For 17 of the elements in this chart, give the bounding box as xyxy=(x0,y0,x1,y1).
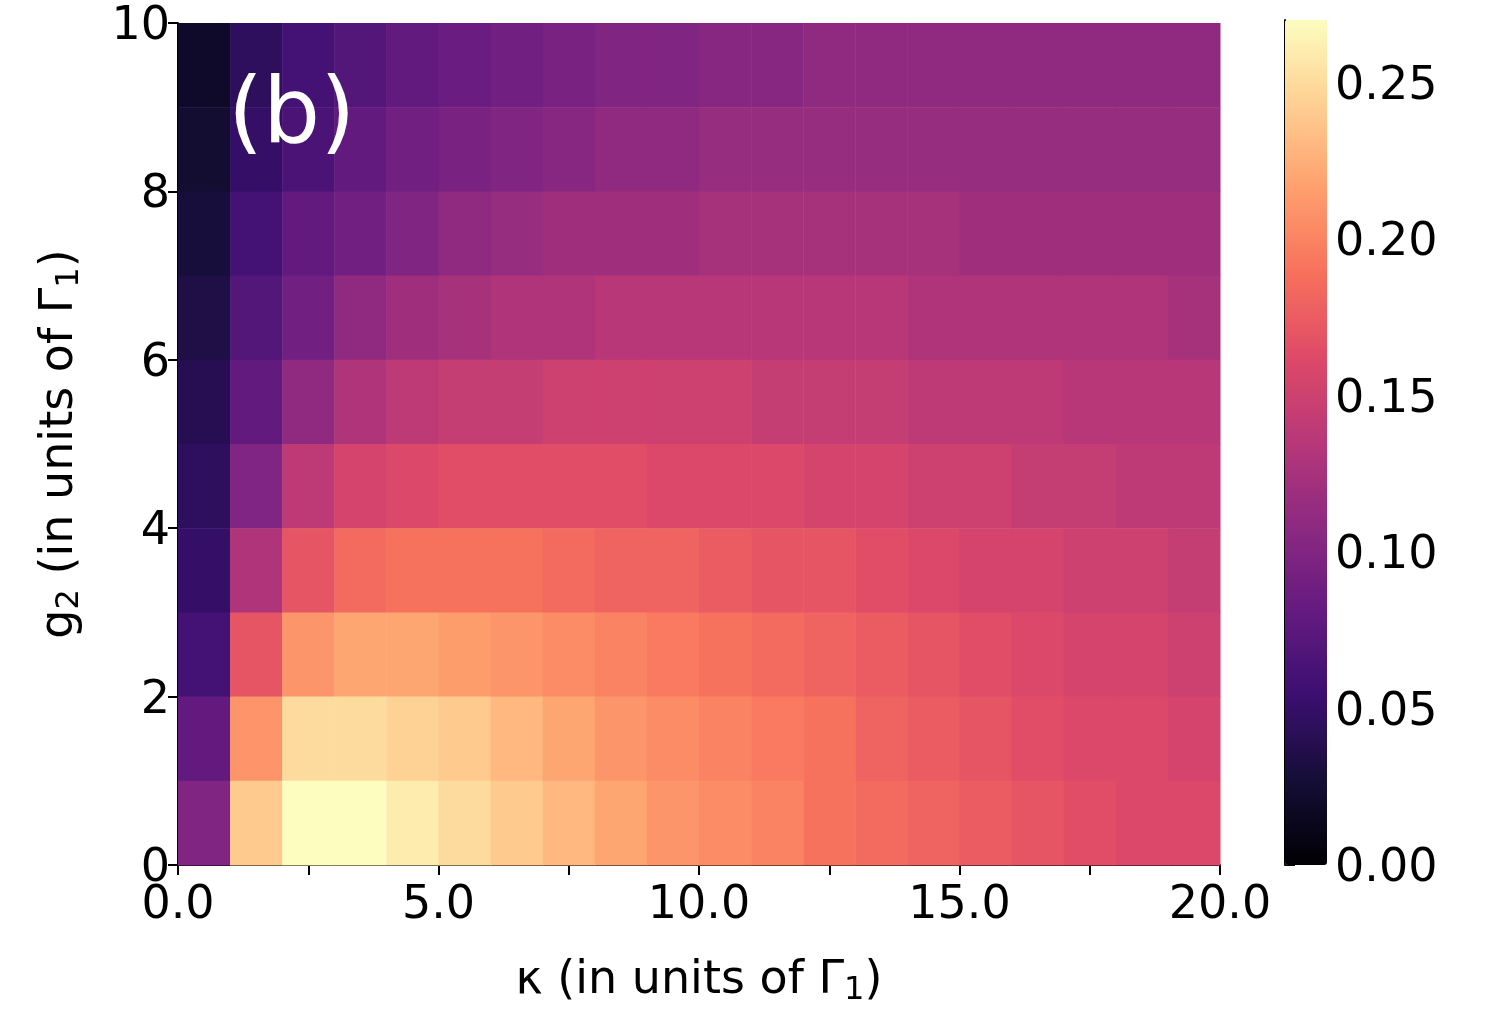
color-bar-label: 0.25 xyxy=(1335,55,1438,110)
x-tick-label: 20.0 xyxy=(1168,875,1272,929)
color-bar-label: 0.00 xyxy=(1335,838,1438,892)
y-tick-label: 10 xyxy=(111,0,170,50)
y-tick-label: 4 xyxy=(140,501,170,556)
y-tick-label: 6 xyxy=(140,332,170,387)
color-bar-label: 0.05 xyxy=(1335,681,1438,736)
color-bar-label: 0.15 xyxy=(1335,368,1438,423)
y-tick-label: 8 xyxy=(140,164,170,219)
x-tick-label: 15.0 xyxy=(908,875,1011,929)
y-tick-label: 2 xyxy=(140,669,170,724)
color-bar-label: 0.20 xyxy=(1335,212,1438,267)
x-tick-label: 10.0 xyxy=(647,875,751,929)
x-tick-label: 5.0 xyxy=(401,875,476,929)
y-axis-title: g2 (in units of Γ1) xyxy=(29,249,86,639)
color-bar-label: 0.10 xyxy=(1335,525,1438,580)
annotation: (b) xyxy=(228,57,356,163)
